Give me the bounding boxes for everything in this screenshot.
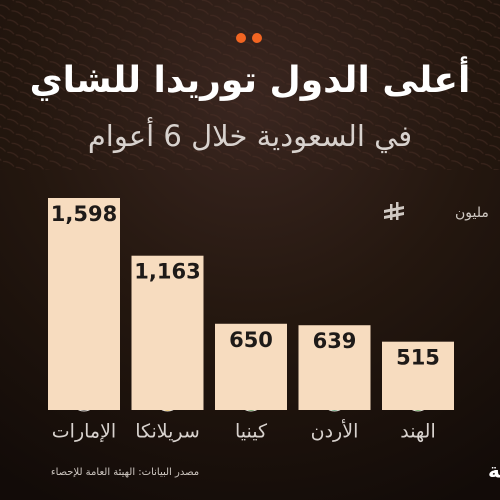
bar (215, 323, 287, 410)
riyal-icon (384, 202, 404, 220)
brand: الاقتصادية (488, 459, 500, 483)
category-label: الإمارات (52, 421, 116, 443)
bar (48, 198, 120, 410)
bar (298, 325, 371, 410)
bar (131, 255, 204, 410)
value-label: 650 (229, 328, 273, 352)
unit-label: مليون (455, 205, 489, 221)
value-label: 639 (313, 329, 357, 353)
category-label: كينيا (235, 421, 268, 443)
bar (382, 341, 454, 410)
source: مصدر البيانات: الهيئة العامة للإحصاء (51, 467, 199, 478)
value-label: 1,598 (51, 202, 117, 226)
value-label: 1,163 (134, 260, 200, 284)
chart-title: أعلى الدول توريدا للشاي (30, 56, 471, 101)
dot (236, 33, 246, 43)
texture (0, 0, 500, 170)
category-label: الأردن (311, 420, 359, 443)
chart-subtitle: في السعودية خلال 6 أعوام (88, 116, 412, 154)
dot (252, 33, 262, 43)
category-label: سريلانكا (135, 421, 200, 443)
value-label: 515 (396, 346, 440, 370)
category-label: الهند (400, 421, 436, 443)
